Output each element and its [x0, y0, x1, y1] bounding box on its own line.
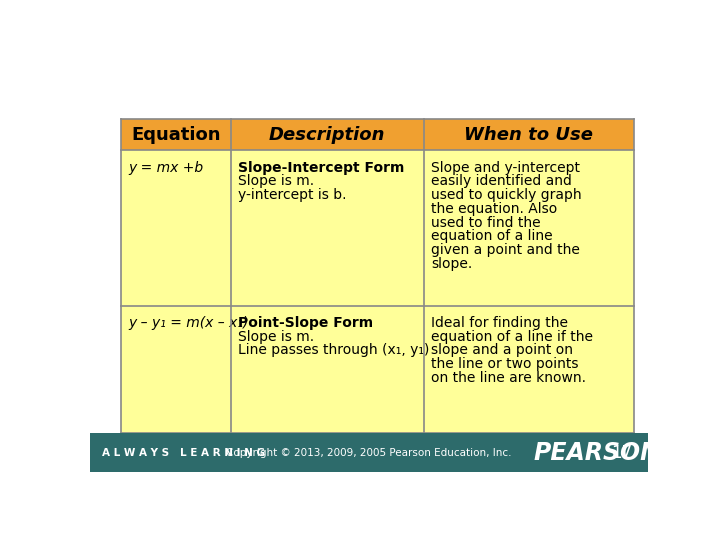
Text: Equation: Equation [131, 126, 220, 144]
Text: 17: 17 [611, 443, 632, 462]
Text: used to find the: used to find the [431, 215, 541, 230]
Text: A L W A Y S   L E A R N I N G: A L W A Y S L E A R N I N G [102, 448, 265, 457]
Text: Slope and y-intercept: Slope and y-intercept [431, 160, 580, 174]
FancyBboxPatch shape [423, 150, 634, 306]
Text: Description: Description [269, 126, 386, 144]
Text: Slope-Intercept Form: Slope-Intercept Form [238, 160, 405, 174]
Text: the equation. Also: the equation. Also [431, 202, 557, 216]
FancyBboxPatch shape [121, 119, 231, 150]
FancyBboxPatch shape [231, 119, 423, 150]
FancyBboxPatch shape [121, 306, 231, 433]
Text: y-intercept is b.: y-intercept is b. [238, 188, 347, 202]
Text: Slope is m.: Slope is m. [238, 174, 315, 188]
Text: Point-Slope Form: Point-Slope Form [238, 316, 374, 330]
Text: used to quickly graph: used to quickly graph [431, 188, 582, 202]
Text: slope and a point on: slope and a point on [431, 343, 573, 357]
Text: Line passes through (x₁, y₁): Line passes through (x₁, y₁) [238, 343, 430, 357]
Text: the line or two points: the line or two points [431, 357, 578, 371]
FancyBboxPatch shape [423, 306, 634, 433]
FancyBboxPatch shape [423, 119, 634, 150]
FancyBboxPatch shape [121, 150, 231, 306]
Text: Ideal for finding the: Ideal for finding the [431, 316, 568, 330]
Text: y – y₁ = m(x – x₁): y – y₁ = m(x – x₁) [128, 316, 248, 330]
FancyBboxPatch shape [231, 306, 423, 433]
Text: PEARSON: PEARSON [534, 441, 660, 464]
Text: given a point and the: given a point and the [431, 243, 580, 257]
Text: When to Use: When to Use [464, 126, 593, 144]
Text: equation of a line: equation of a line [431, 230, 552, 243]
Text: y = mx +b: y = mx +b [128, 160, 203, 174]
Text: Copyright © 2013, 2009, 2005 Pearson Education, Inc.: Copyright © 2013, 2009, 2005 Pearson Edu… [226, 448, 512, 457]
FancyBboxPatch shape [231, 150, 423, 306]
Text: slope.: slope. [431, 256, 472, 271]
Text: easily identified and: easily identified and [431, 174, 572, 188]
Text: on the line are known.: on the line are known. [431, 371, 586, 385]
Text: Slope is m.: Slope is m. [238, 330, 315, 344]
Text: equation of a line if the: equation of a line if the [431, 330, 593, 344]
FancyBboxPatch shape [90, 433, 648, 472]
